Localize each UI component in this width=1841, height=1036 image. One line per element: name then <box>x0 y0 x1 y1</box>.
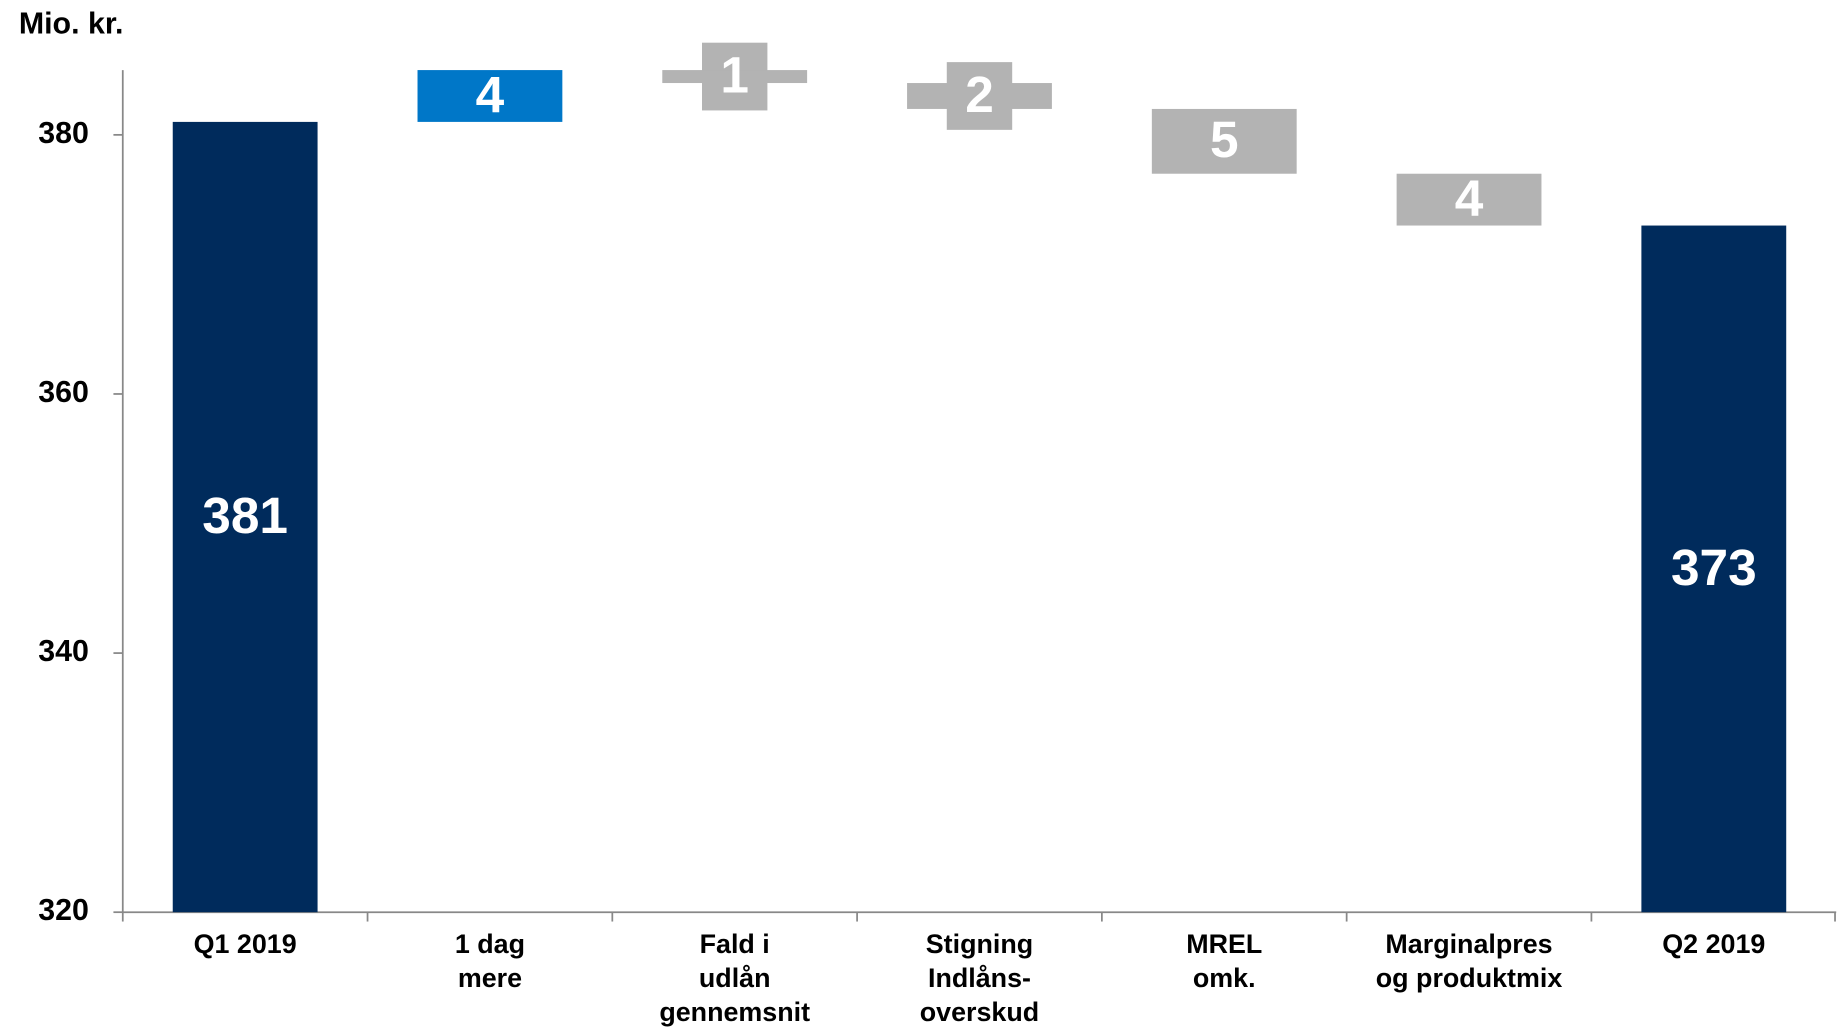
bar <box>1396 173 1542 226</box>
x-tick-label: Q2 2019 <box>1662 929 1765 959</box>
x-tick-label: og produktmix <box>1376 963 1563 993</box>
value-label: 1 <box>720 45 749 103</box>
x-tick-label: Fald i <box>700 929 770 959</box>
y-tick-label: 380 <box>38 117 89 150</box>
x-tick-label: Stigning <box>926 929 1033 959</box>
chart-title: Mio. kr. <box>19 8 124 41</box>
x-tick-label: Marginalpres <box>1385 929 1552 959</box>
x-tick-label: Indlåns- <box>928 963 1031 993</box>
value-label: 381 <box>202 486 288 544</box>
x-tick-label: omk. <box>1193 963 1256 993</box>
x-tick-label: Q1 2019 <box>194 929 297 959</box>
value-label: 4 <box>1455 169 1484 227</box>
y-tick-label: 320 <box>38 894 89 927</box>
x-tick-label: udlån <box>699 963 771 993</box>
bar <box>1641 225 1787 913</box>
y-tick-label: 340 <box>38 635 89 668</box>
value-label: 2 <box>965 65 994 123</box>
y-tick-label: 360 <box>38 376 89 409</box>
value-label: 4 <box>476 65 505 123</box>
x-tick-label: MREL <box>1186 929 1262 959</box>
x-tick-label: gennemsnit <box>659 997 810 1027</box>
value-label: 5 <box>1210 110 1239 168</box>
bar <box>417 70 563 122</box>
x-tick-label: mere <box>458 963 522 993</box>
x-tick-label: overskud <box>920 997 1039 1027</box>
bar <box>1151 108 1297 174</box>
bar <box>662 70 808 84</box>
bar <box>907 83 1052 109</box>
bar <box>172 121 318 913</box>
value-label: 373 <box>1671 538 1757 596</box>
x-tick-label: 1 dag <box>455 929 525 959</box>
